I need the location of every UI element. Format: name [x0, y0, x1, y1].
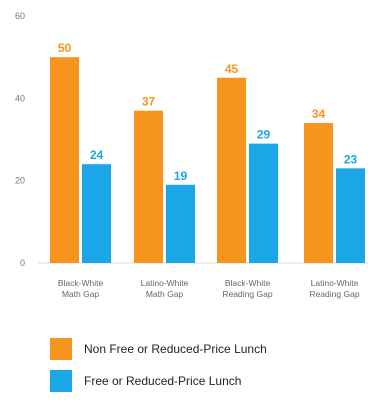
bar-free-lunch [336, 168, 365, 263]
bar-value-label: 37 [142, 95, 156, 109]
category-labels-group: Black-White Math Gap Latino-White Math Gap B… [58, 278, 360, 299]
bar-value-label: 50 [58, 41, 72, 55]
bar-value-label: 19 [174, 169, 188, 183]
legend-item-non-free-lunch: Non Free or Reduced-Price Lunch [50, 338, 267, 360]
legend-label: Non Free or Reduced-Price Lunch [84, 342, 267, 356]
category-label: Latino-White Math Gap [141, 278, 189, 299]
legend-swatch-orange [50, 338, 72, 360]
bar-value-label: 34 [312, 107, 326, 121]
bars-group [50, 57, 365, 264]
category-label: Black-White Math Gap [58, 278, 104, 299]
data-labels-group: 50 24 37 19 45 29 34 23 [58, 41, 358, 183]
bar-chart: 0 20 40 60 50 24 37 19 45 29 34 23 Black-White Math… [15, 11, 368, 299]
bar-free-lunch [82, 164, 111, 263]
bar-non-free-lunch [304, 123, 333, 264]
bar-non-free-lunch [134, 110, 163, 263]
bar-non-free-lunch [50, 57, 79, 263]
category-label: Black-White Reading Gap [222, 278, 272, 299]
bar-value-label: 23 [344, 152, 358, 166]
legend-label: Free or Reduced-Price Lunch [84, 374, 242, 388]
y-tick-label: 0 [20, 258, 25, 268]
y-axis-ticks: 0 20 40 60 [15, 11, 25, 268]
legend: Non Free or Reduced-Price Lunch Free or … [50, 338, 267, 402]
bar-value-label: 29 [257, 128, 271, 142]
bar-free-lunch [166, 184, 195, 263]
bar-value-label: 45 [225, 62, 239, 76]
bar-value-label: 24 [90, 148, 104, 162]
legend-item-free-lunch: Free or Reduced-Price Lunch [50, 370, 267, 392]
bar-free-lunch [249, 143, 278, 263]
category-label: Latino-White Reading Gap [309, 278, 359, 299]
y-tick-label: 40 [15, 93, 25, 103]
y-tick-label: 20 [15, 176, 25, 186]
legend-swatch-blue [50, 370, 72, 392]
bar-non-free-lunch [217, 77, 246, 263]
y-tick-label: 60 [15, 11, 25, 21]
